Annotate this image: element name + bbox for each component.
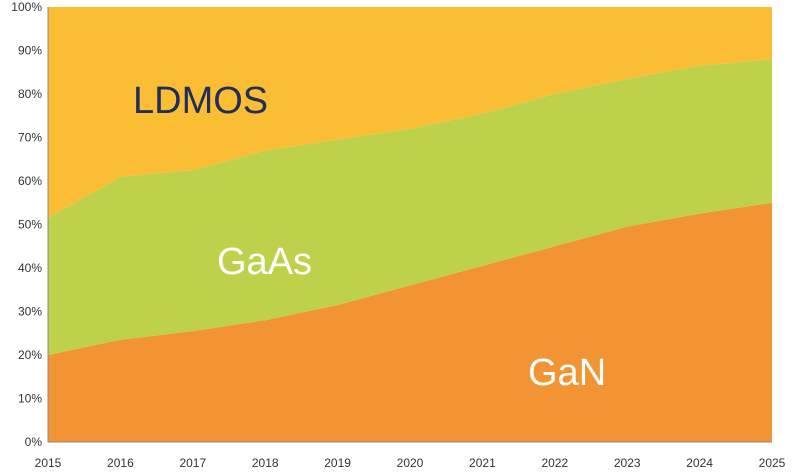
area-gaas bbox=[48, 59, 772, 355]
area-ldmos bbox=[48, 7, 772, 218]
x-tick-label: 2015 bbox=[35, 456, 62, 470]
y-tick-label: 90% bbox=[18, 44, 42, 58]
x-tick-label: 2017 bbox=[179, 456, 206, 470]
x-tick-label: 2016 bbox=[107, 456, 134, 470]
y-tick-label: 20% bbox=[18, 348, 42, 362]
x-tick-label: 2021 bbox=[469, 456, 496, 470]
areas-layer bbox=[48, 7, 772, 442]
y-tick-label: 100% bbox=[11, 0, 42, 14]
x-tick-label: 2020 bbox=[397, 456, 424, 470]
series-label-gan: GaN bbox=[528, 352, 606, 394]
y-tick-label: 30% bbox=[18, 305, 42, 319]
x-tick-label: 2018 bbox=[252, 456, 279, 470]
series-label-ldmos: LDMOS bbox=[133, 80, 268, 122]
area-gan bbox=[48, 202, 772, 442]
y-tick-label: 80% bbox=[18, 87, 42, 101]
x-tick-label: 2019 bbox=[324, 456, 351, 470]
series-labels-layer: GaN GaAs LDMOS bbox=[133, 80, 606, 394]
x-tick-label: 2023 bbox=[614, 456, 641, 470]
y-tick-label: 60% bbox=[18, 174, 42, 188]
y-tick-label: 40% bbox=[18, 261, 42, 275]
x-tick-label: 2022 bbox=[541, 456, 568, 470]
x-tick-label: 2024 bbox=[686, 456, 713, 470]
series-label-gaas: GaAs bbox=[217, 241, 312, 283]
axes-layer: 0% 10% 20% 30% 40% 50% 60% 70% 80% 90% 100% 2015 201… bbox=[11, 0, 785, 470]
y-tick-label: 70% bbox=[18, 131, 42, 145]
y-tick-label: 50% bbox=[18, 218, 42, 232]
x-tick-label: 2025 bbox=[759, 456, 786, 470]
y-tick-label: 10% bbox=[18, 392, 42, 406]
y-tick-label: 0% bbox=[25, 435, 43, 449]
